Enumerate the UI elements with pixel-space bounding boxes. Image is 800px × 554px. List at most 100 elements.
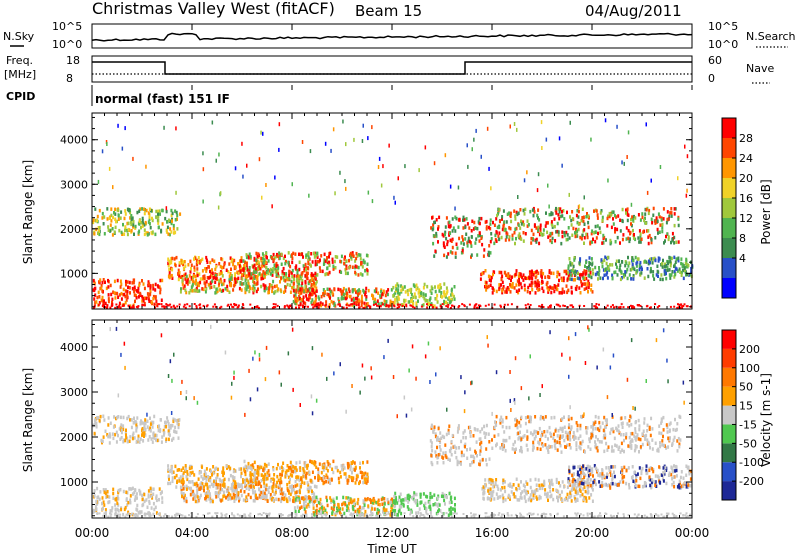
echo-cell <box>130 217 133 221</box>
echo-cell <box>424 293 427 297</box>
echo-cell <box>237 262 240 266</box>
echo-cell <box>408 494 411 499</box>
echo-cell <box>143 207 146 211</box>
echo-cell <box>610 240 613 245</box>
echo-cell <box>612 210 615 214</box>
echo-cell <box>648 261 651 265</box>
ground-scatter <box>311 303 314 306</box>
echo-cell <box>206 494 209 499</box>
noise-speckle <box>454 206 456 211</box>
echo-cell <box>365 286 368 291</box>
echo-cell <box>608 268 611 272</box>
echo-cell <box>366 460 369 464</box>
echo-cell <box>366 475 369 480</box>
echo-cell <box>491 291 494 295</box>
echo-cell <box>561 291 563 295</box>
ground-scatter <box>559 305 562 308</box>
echo-cell <box>559 214 562 219</box>
echo-cell <box>207 276 210 280</box>
echo-cell <box>107 228 110 232</box>
echo-cell <box>397 294 400 298</box>
ground-scatter <box>633 306 635 309</box>
echo-cell <box>182 480 185 484</box>
echo-cell <box>101 299 104 303</box>
echo-cell <box>225 489 228 493</box>
echo-cell <box>251 472 254 477</box>
echo-cell <box>412 295 415 299</box>
echo-cell <box>582 276 585 280</box>
echo-cell <box>212 465 215 469</box>
echo-cell <box>689 273 692 277</box>
echo-cell <box>290 485 293 489</box>
echo-cell <box>196 271 199 275</box>
echo-cell <box>280 276 283 280</box>
echo-cell <box>320 477 323 481</box>
echo-cell <box>108 216 111 220</box>
echo-cell <box>574 490 577 494</box>
echo-cell <box>285 272 288 276</box>
echo-cell <box>168 270 171 275</box>
echo-cell <box>170 208 173 213</box>
echo-cell <box>251 276 254 281</box>
echo-cell <box>178 418 181 422</box>
echo-cell <box>337 502 340 507</box>
echo-cell <box>485 432 488 436</box>
echo-cell <box>404 290 407 294</box>
echo-cell <box>412 494 415 498</box>
echo-cell <box>588 481 591 486</box>
echo-cell <box>264 472 267 477</box>
echo-cell <box>350 498 353 502</box>
echo-cell <box>169 227 172 231</box>
echo-cell <box>498 270 501 275</box>
echo-cell <box>267 469 270 473</box>
echo-cell <box>333 302 336 306</box>
echo-cell <box>517 483 520 487</box>
echo-cell <box>319 269 322 273</box>
echo-cell <box>390 288 393 292</box>
noise-speckle <box>278 122 281 127</box>
ground-scatter <box>283 306 286 309</box>
echo-cell <box>176 421 179 426</box>
echo-cell <box>490 478 493 482</box>
echo-cell <box>650 240 653 245</box>
echo-cell <box>299 485 302 489</box>
echo-cell <box>492 480 494 485</box>
echo-cell <box>341 502 344 507</box>
echo-cell <box>333 259 336 264</box>
echo-cell <box>131 281 134 285</box>
echo-cell <box>365 477 367 481</box>
echo-cell <box>233 499 236 503</box>
noise-speckle <box>246 163 248 168</box>
echo-cell <box>351 471 353 475</box>
echo-cell <box>482 254 485 258</box>
noise-speckle <box>659 165 662 169</box>
echo-cell <box>322 292 325 296</box>
noise-speckle <box>604 118 607 123</box>
echo-cell <box>183 260 186 264</box>
echo-cell <box>195 262 198 266</box>
echo-cell <box>143 423 146 427</box>
echo-cell <box>582 487 585 491</box>
echo-cell <box>453 444 456 449</box>
echo-cell <box>263 286 266 290</box>
echo-cell <box>413 499 416 503</box>
echo-cell <box>126 232 129 237</box>
echo-cell <box>208 265 210 269</box>
echo-cell <box>526 289 529 294</box>
echo-cell <box>464 444 466 449</box>
echo-cell <box>138 229 141 233</box>
echo-cell <box>605 238 607 242</box>
echo-cell <box>222 490 225 494</box>
echo-cell <box>540 483 543 487</box>
echo-cell <box>644 207 647 212</box>
echo-cell <box>126 440 129 444</box>
echo-cell <box>205 255 208 260</box>
echo-cell <box>255 289 258 294</box>
echo-cell <box>240 288 243 292</box>
echo-cell <box>560 241 563 246</box>
echo-cell <box>174 425 177 430</box>
echo-cell <box>284 285 287 289</box>
noise-speckle <box>561 163 563 168</box>
echo-cell <box>240 493 243 498</box>
echo-cell <box>520 496 523 500</box>
